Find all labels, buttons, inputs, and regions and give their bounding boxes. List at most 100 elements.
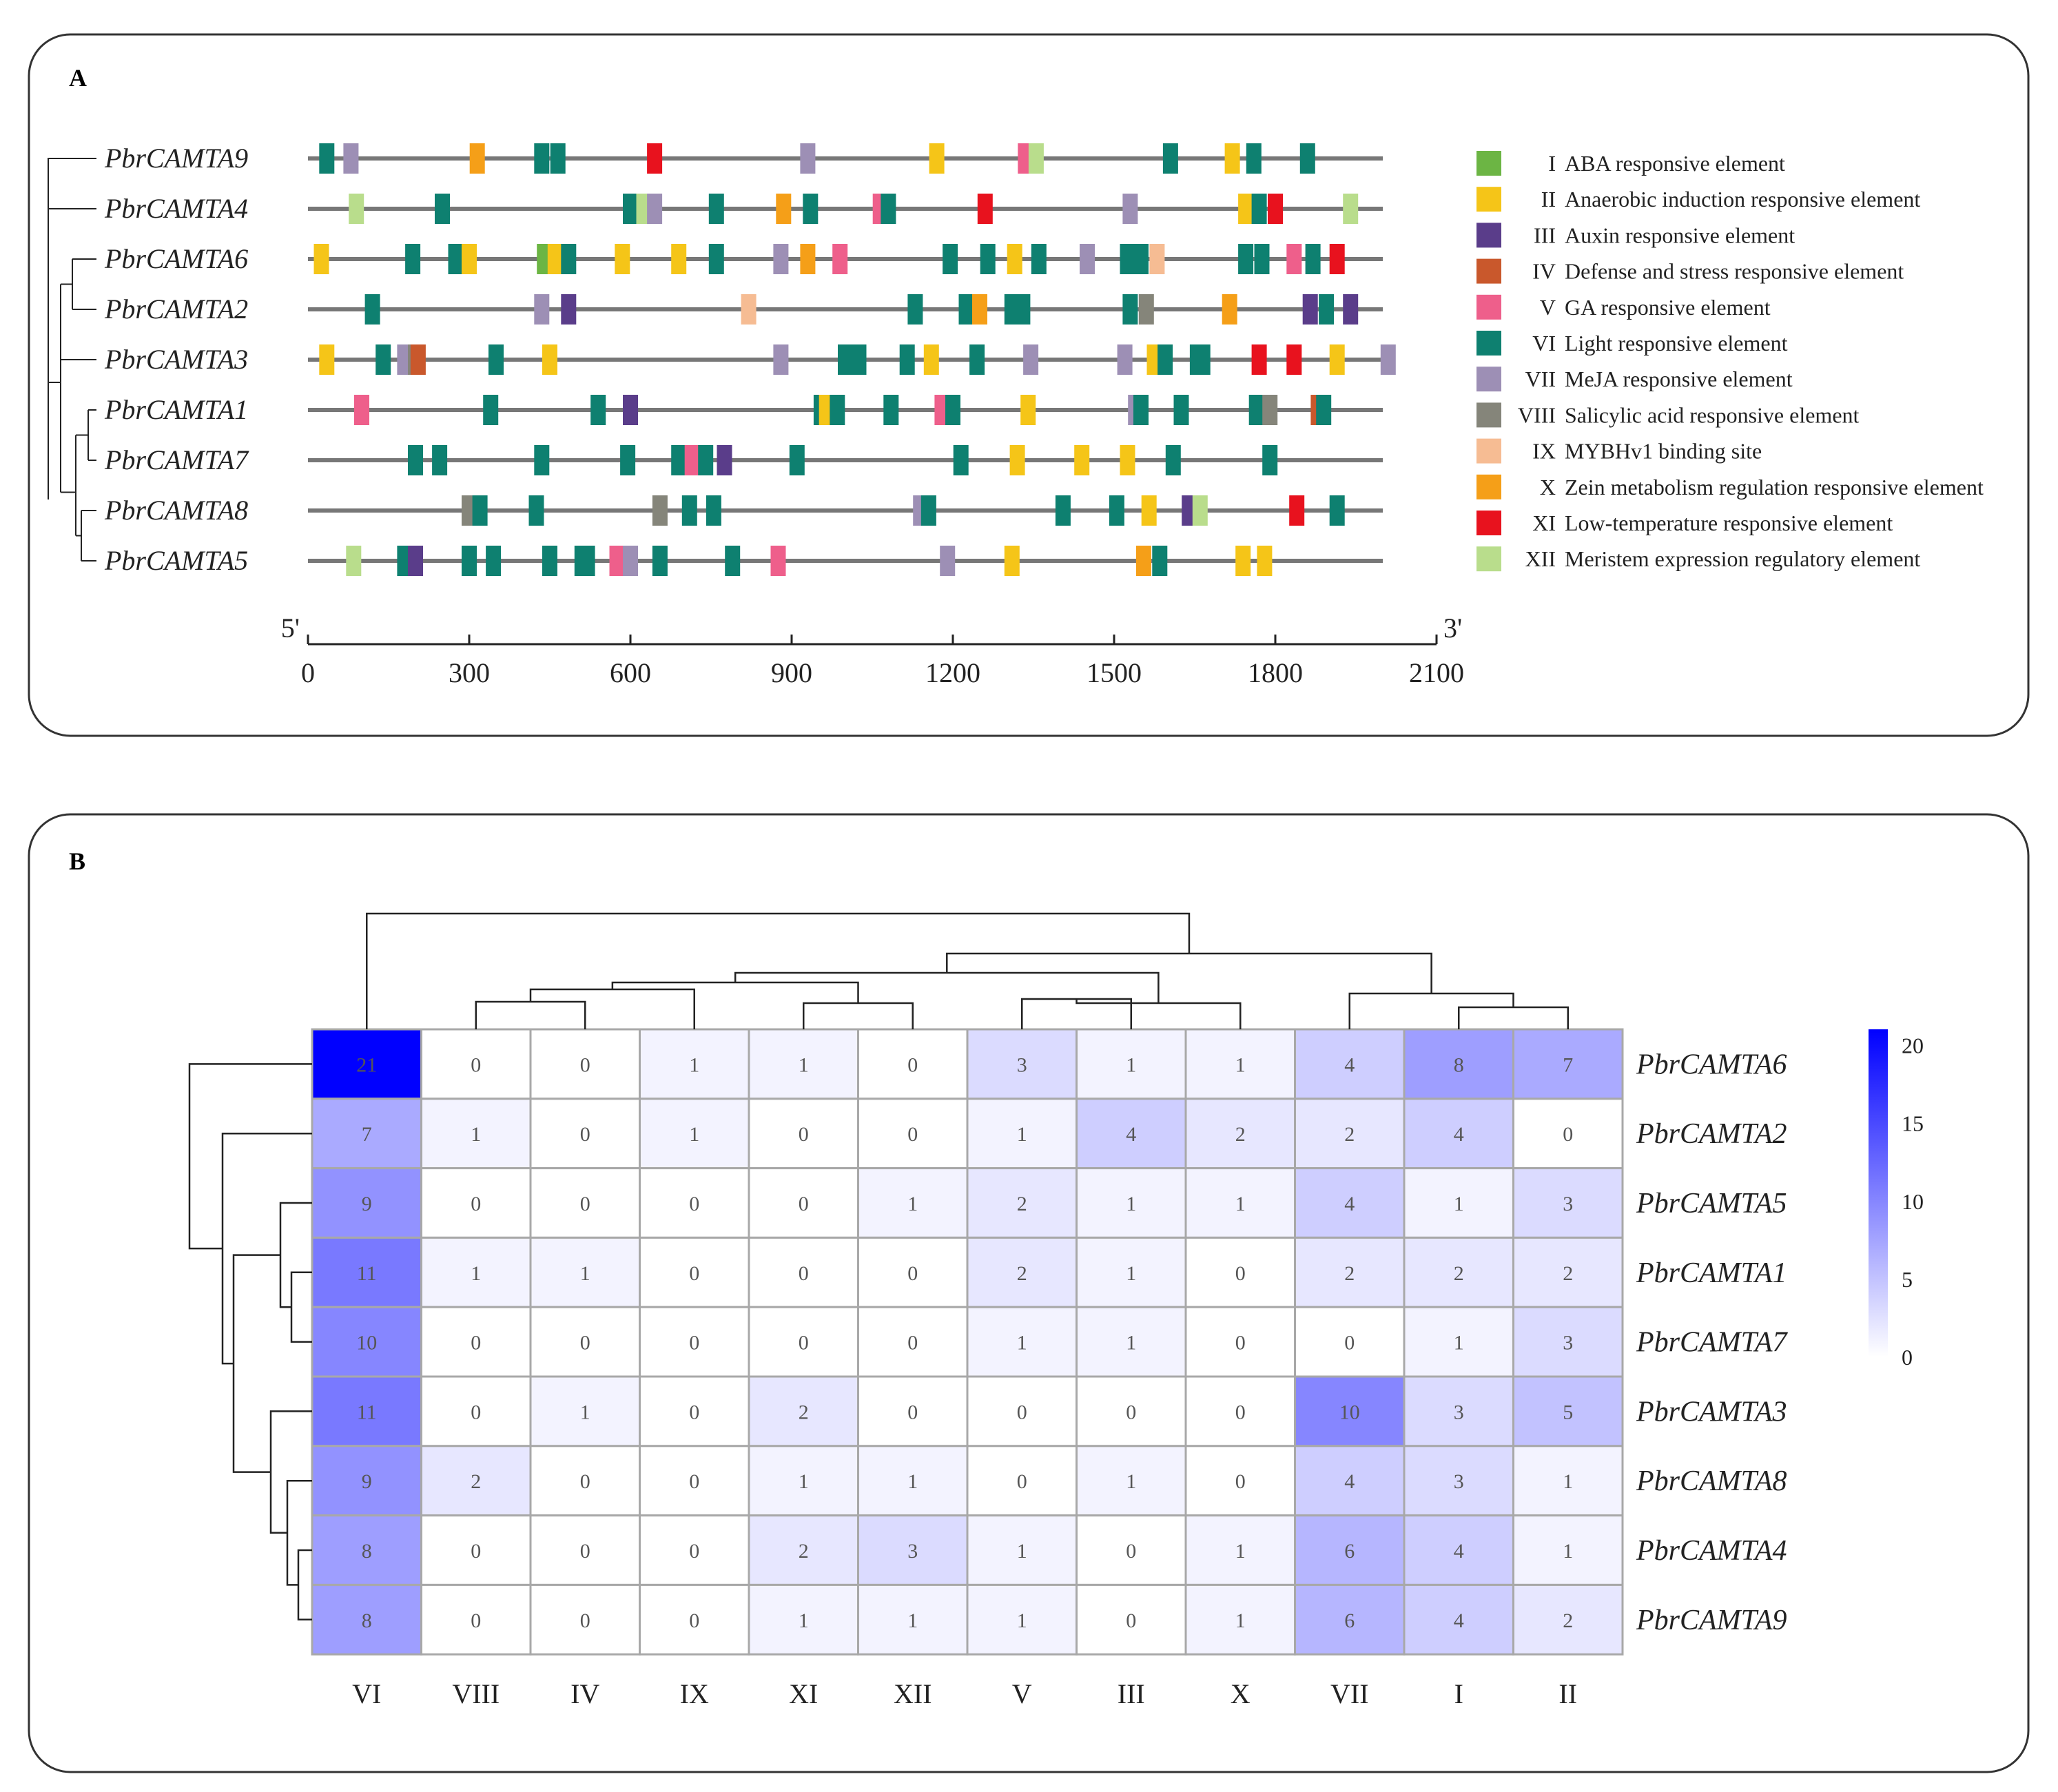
element-box-VI: [1319, 294, 1335, 325]
element-box-VI: [969, 344, 985, 375]
legend-label: GA responsive element: [1565, 295, 1771, 320]
x-tick-label: 600: [610, 657, 651, 688]
heatmap-cell: [1512, 1098, 1624, 1170]
heatmap-cell: [1184, 1583, 1296, 1656]
heatmap-cell: [1076, 1583, 1187, 1656]
heatmap-cell-value: 0: [471, 1053, 481, 1076]
element-box-VII: [773, 244, 789, 274]
element-box-VI: [1299, 143, 1315, 174]
element-box-VI: [1316, 395, 1332, 425]
heatmap-cell: [748, 1445, 859, 1517]
element-box-XI: [977, 194, 993, 224]
element-box-II: [319, 344, 335, 375]
heatmap-cell-value: 1: [1235, 1609, 1246, 1632]
heatmap-cell-value: 2: [799, 1540, 809, 1563]
element-box-VI: [830, 395, 845, 425]
heatmap-cell: [420, 1583, 532, 1656]
legend-roman: IV: [1532, 259, 1556, 284]
element-box-VI: [789, 445, 805, 475]
element-box-VI: [945, 395, 960, 425]
heatmap-cell-value: 1: [907, 1470, 918, 1493]
legend-swatch-XII: [1476, 546, 1501, 572]
element-box-VI: [590, 395, 606, 425]
element-box-VI: [1329, 495, 1345, 526]
heatmap-cell-value: 0: [471, 1609, 481, 1632]
heatmap-cell-value: 2: [1563, 1609, 1573, 1632]
heatmap-cell-value: 0: [471, 1401, 481, 1423]
heatmap-cell: [1294, 1583, 1406, 1656]
element-box-VI: [803, 194, 819, 224]
legend-swatch-IX: [1476, 438, 1501, 464]
x-tick-label: 1500: [1087, 657, 1142, 688]
heatmap-cell-value: 0: [907, 1332, 918, 1355]
element-box-III: [717, 445, 732, 475]
element-box-X: [800, 244, 816, 274]
element-box-VI: [1120, 244, 1135, 274]
heatmap-cell: [1512, 1583, 1624, 1656]
heatmap-cell-value: 0: [580, 1123, 590, 1146]
heatmap-cell-value: 0: [1126, 1540, 1136, 1563]
heatmap-cell-value: 3: [1563, 1332, 1573, 1355]
element-box-II: [1141, 495, 1157, 526]
column-dendrogram-link: [366, 912, 1191, 1029]
element-box-VI: [652, 546, 668, 576]
gene-label: PbrCAMTA1: [104, 394, 248, 425]
element-box-XI: [1329, 244, 1345, 274]
element-box-VI: [958, 294, 974, 325]
row-label: PbrCAMTA3: [1636, 1396, 1787, 1428]
x-tick-label: 1200: [925, 657, 980, 688]
heatmap-cell-value: 0: [580, 1540, 590, 1563]
heatmap-cell-value: 21: [356, 1053, 377, 1076]
element-box-VI: [953, 445, 969, 475]
element-box-VI: [1162, 143, 1178, 174]
heatmap-cell-value: 0: [471, 1193, 481, 1215]
gene-label: PbrCAMTA4: [104, 193, 248, 224]
heatmap-cell: [1403, 1306, 1514, 1378]
heatmap-cell-value: 11: [357, 1401, 377, 1423]
heatmap-cell-value: 3: [1563, 1193, 1573, 1215]
heatmap-cell: [1076, 1445, 1187, 1517]
element-box-II: [1235, 546, 1251, 576]
column-label: X: [1231, 1678, 1251, 1709]
heatmap-cell-value: 11: [357, 1262, 377, 1285]
element-box-II: [1120, 445, 1135, 475]
heatmap-cell: [1184, 1167, 1296, 1239]
heatmap-cell: [1076, 1028, 1187, 1100]
legend-label: Anaerobic induction responsive element: [1565, 187, 1920, 212]
heatmap-cell-value: 0: [580, 1193, 590, 1215]
legend-swatch-VII: [1476, 367, 1501, 392]
legend-label: Zein metabolism regulation responsive el…: [1565, 475, 1984, 500]
legend-label: MeJA responsive element: [1565, 367, 1793, 391]
element-box-VII: [343, 143, 359, 174]
heatmap-cell-value: 0: [1235, 1401, 1246, 1423]
element-box-IV: [410, 344, 426, 375]
heatmap-cell: [1294, 1514, 1406, 1586]
legend-roman: I: [1548, 151, 1556, 176]
heatmap-cell-value: 1: [1126, 1332, 1136, 1355]
legend-label: Defense and stress responsive element: [1565, 259, 1904, 284]
element-box-V: [354, 395, 369, 425]
heatmap-cell: [1184, 1306, 1296, 1378]
gene-label: PbrCAMTA8: [104, 495, 248, 526]
heatmap-cell-value: 0: [1017, 1401, 1027, 1423]
legend-swatch-II: [1476, 187, 1501, 212]
axis-end-label: 3': [1443, 612, 1462, 643]
element-box-III: [408, 546, 423, 576]
element-box-VII: [800, 143, 816, 174]
heatmap-cell: [748, 1306, 859, 1378]
heatmap-cell: [1076, 1514, 1187, 1586]
row-label: PbrCAMTA8: [1636, 1465, 1787, 1497]
element-box-VI: [448, 244, 464, 274]
column-label: VIII: [452, 1678, 500, 1709]
element-box-VI: [1157, 344, 1173, 375]
heatmap-cell-value: 1: [907, 1193, 918, 1215]
heatmap-cell-value: 0: [689, 1262, 699, 1285]
heatmap-cell-value: 4: [1344, 1470, 1355, 1493]
heatmap-cell-value: 1: [689, 1053, 699, 1076]
row-label: PbrCAMTA7: [1636, 1327, 1789, 1359]
element-box-VI: [579, 546, 595, 576]
element-box-IX: [1149, 244, 1165, 274]
element-box-VII: [647, 194, 663, 224]
element-box-II: [923, 344, 939, 375]
element-box-VI: [943, 244, 958, 274]
